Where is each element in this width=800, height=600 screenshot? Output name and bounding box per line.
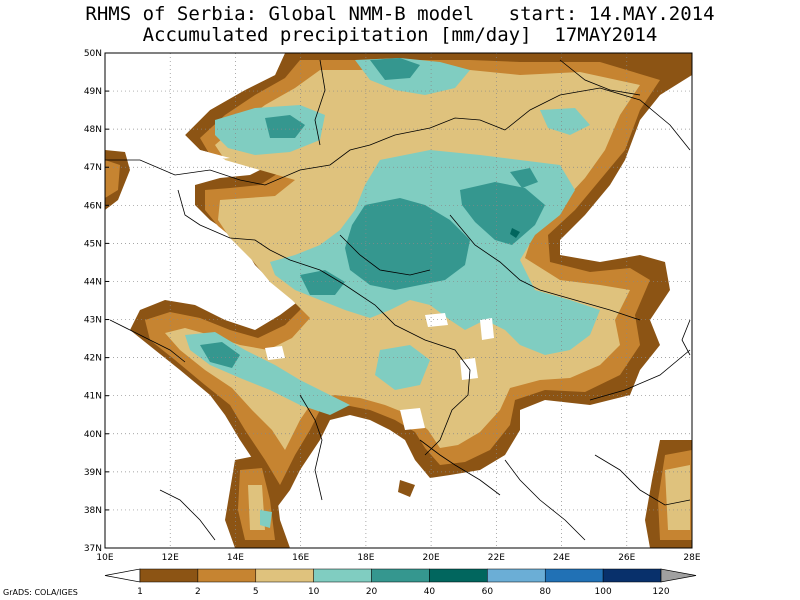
- lon-tick-label: 14E: [227, 553, 244, 563]
- colorbar-level-label: 120: [652, 587, 669, 597]
- lat-tick-label: 42N: [84, 354, 102, 364]
- colorbar-swatch: [602, 568, 662, 583]
- colorbar-swatch: [139, 568, 199, 583]
- lat-tick-label: 47N: [84, 163, 102, 173]
- precip-level-40: [510, 228, 520, 238]
- colorbar-level-label: 60: [482, 587, 494, 597]
- lon-tick-label: 12E: [162, 553, 179, 563]
- colorbar-level-label: 10: [308, 587, 320, 597]
- lat-tick-label: 37N: [84, 544, 102, 554]
- colorbar-swatch: [313, 568, 372, 583]
- colorbar-swatch: [487, 568, 546, 583]
- lat-tick-label: 49N: [84, 87, 102, 97]
- colorbar-level-label: 2: [195, 587, 201, 597]
- colorbar-under-arrow: [104, 568, 141, 583]
- lon-tick-label: 28E: [683, 553, 700, 563]
- colorbar-level-label: 80: [539, 587, 551, 597]
- lat-tick-label: 43N: [84, 316, 102, 326]
- dry-area: [105, 53, 494, 430]
- colorbar: 1 2 5 10 20 40 60 80 100 120: [104, 568, 697, 597]
- lon-tick-label: 24E: [553, 553, 570, 563]
- longitude-labels: 10E 12E 14E 16E 18E 20E 22E 24E 26E 28E: [96, 553, 700, 563]
- colorbar-level-label: 1: [137, 587, 143, 597]
- colorbar-swatch: [371, 568, 430, 583]
- colorbar-level-label: 5: [253, 587, 259, 597]
- lon-tick-label: 22E: [488, 553, 505, 563]
- colorbar-swatch: [544, 568, 604, 583]
- lon-tick-label: 10E: [96, 553, 113, 563]
- colorbar-level-label: 20: [366, 587, 378, 597]
- lat-tick-label: 40N: [84, 430, 102, 440]
- country-borders: [105, 59, 691, 541]
- colorbar-swatch: [255, 568, 314, 583]
- credit-label: GrADS: COLA/IGES: [3, 588, 78, 597]
- lat-tick-label: 45N: [84, 239, 102, 249]
- latitude-labels: 37N 38N 39N 40N 41N 42N 43N 44N 45N 46N 47N 48N 49N 5…: [84, 49, 109, 554]
- lon-tick-label: 26E: [618, 553, 635, 563]
- lat-tick-label: 38N: [84, 506, 102, 516]
- colorbar-swatch: [197, 568, 257, 583]
- colorbar-over-arrow: [660, 568, 697, 583]
- precipitation-field: [105, 53, 692, 548]
- lat-tick-label: 48N: [84, 125, 102, 135]
- lat-tick-label: 41N: [84, 392, 102, 402]
- lat-tick-label: 50N: [84, 49, 102, 59]
- lon-tick-label: 18E: [357, 553, 374, 563]
- lat-tick-label: 44N: [84, 277, 102, 287]
- map-frame: [104, 52, 693, 549]
- lon-tick-label: 20E: [423, 553, 440, 563]
- lon-tick-label: 16E: [292, 553, 309, 563]
- colorbar-swatch: [429, 568, 488, 583]
- colorbar-level-label: 100: [595, 587, 612, 597]
- map-subtitle: Accumulated precipitation [mm/day] 17MAY…: [142, 24, 658, 46]
- lat-tick-label: 46N: [84, 201, 102, 211]
- colorbar-level-label: 40: [424, 587, 436, 597]
- lat-tick-label: 39N: [84, 468, 102, 478]
- map-title: RHMS of Serbia: Global NMM-B model start…: [85, 3, 715, 25]
